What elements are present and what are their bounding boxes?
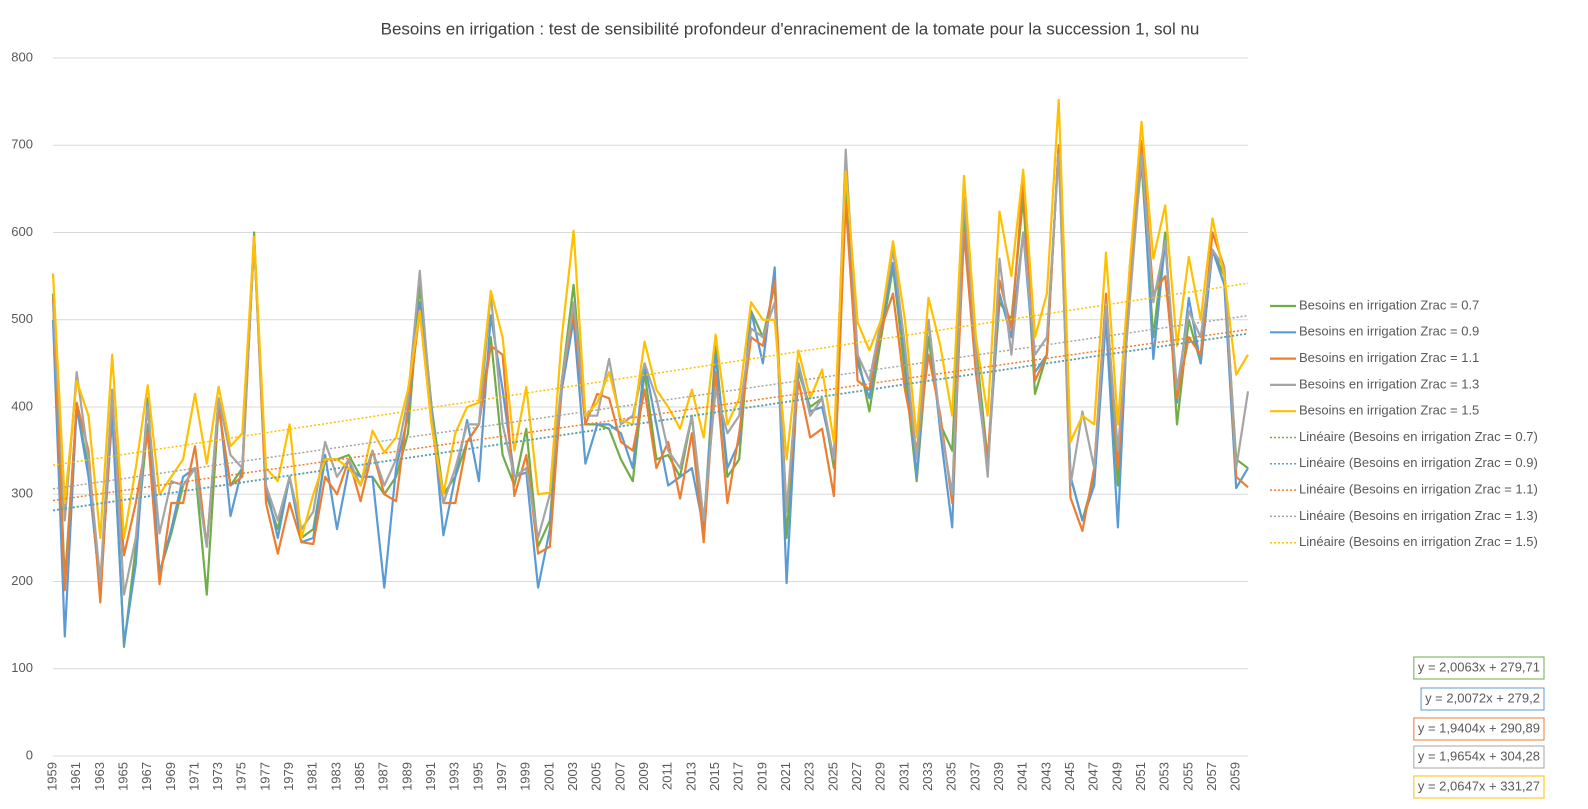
y-tick-label: 400 — [11, 398, 33, 413]
equation-box — [1413, 745, 1545, 769]
chart-title: Besoins en irrigation : test de sensibil… — [381, 19, 1200, 38]
legend-label: Besoins en irrigation Zrac = 1.5 — [1299, 403, 1479, 418]
x-tick-label: 2041 — [1015, 762, 1030, 791]
x-tick-label: 1993 — [447, 762, 462, 791]
x-tick-label: 2043 — [1038, 762, 1053, 791]
x-tick-label: 1971 — [186, 762, 201, 791]
x-tick-label: 1969 — [163, 762, 178, 791]
trendline-equation: y = 1,9404x + 290,89 — [1418, 720, 1540, 735]
x-tick-label: 1977 — [257, 762, 272, 791]
x-tick-label: 2057 — [1204, 762, 1219, 791]
x-tick-label: 2059 — [1228, 762, 1243, 791]
x-tick-label: 1979 — [281, 762, 296, 791]
y-tick-label: 700 — [11, 137, 33, 152]
trendline — [52, 328, 1249, 502]
equation-box — [1413, 656, 1545, 680]
trendline-equation: y = 1,9654x + 304,28 — [1418, 748, 1540, 763]
x-tick-label: 2027 — [849, 762, 864, 791]
x-tick-label: 2011 — [660, 762, 675, 790]
legend-label: Linéaire (Besoins en irrigation Zrac = 0… — [1299, 455, 1538, 470]
legend-label: Linéaire (Besoins en irrigation Zrac = 1… — [1299, 508, 1538, 523]
x-tick-label: 1987 — [376, 762, 391, 791]
x-tick-label: 1981 — [305, 762, 320, 791]
y-tick-label: 100 — [11, 660, 33, 675]
x-tick-label: 2001 — [541, 762, 556, 791]
y-tick-label: 300 — [11, 486, 33, 501]
x-tick-label: 2037 — [967, 762, 982, 791]
x-tick-label: 1961 — [68, 762, 83, 791]
equation-box — [1413, 775, 1545, 799]
trendline-equation: y = 2,0072x + 279,2 — [1425, 690, 1540, 705]
trendline — [52, 333, 1249, 512]
trendline — [52, 282, 1249, 466]
y-tick-label: 0 — [26, 747, 33, 762]
trendline — [52, 314, 1249, 490]
x-tick-label: 1985 — [352, 762, 367, 791]
x-tick-label: 2003 — [565, 762, 580, 791]
x-tick-label: 2019 — [754, 762, 769, 791]
series-line — [51, 98, 1249, 539]
x-tick-label: 1983 — [328, 762, 343, 791]
x-tick-label: 1975 — [234, 762, 249, 791]
x-tick-label: 1995 — [470, 762, 485, 791]
x-tick-label: 1965 — [115, 762, 130, 791]
equation-box — [1420, 687, 1545, 711]
y-tick-label: 800 — [11, 49, 33, 64]
x-tick-label: 2039 — [991, 762, 1006, 791]
y-tick-label: 200 — [11, 573, 33, 588]
x-tick-label: 1973 — [210, 762, 225, 791]
y-tick-label: 600 — [11, 224, 33, 239]
x-tick-label: 2035 — [944, 762, 959, 791]
legend-label: Besoins en irrigation Zrac = 0.9 — [1299, 324, 1479, 339]
equation-box — [1413, 717, 1545, 741]
x-tick-label: 1991 — [423, 762, 438, 791]
legend-label: Linéaire (Besoins en irrigation Zrac = 1… — [1299, 482, 1538, 497]
x-tick-label: 2053 — [1157, 762, 1172, 791]
x-tick-label: 2017 — [731, 762, 746, 791]
legend-label: Besoins en irrigation Zrac = 1.1 — [1299, 350, 1479, 365]
x-tick-label: 2047 — [1086, 762, 1101, 791]
legend-label: Besoins en irrigation Zrac = 0.7 — [1299, 297, 1479, 312]
x-tick-label: 2015 — [707, 762, 722, 791]
x-tick-label: 2013 — [683, 762, 698, 791]
trendline-equation: y = 2,0063x + 279,71 — [1418, 659, 1540, 674]
legend-label: Besoins en irrigation Zrac = 1.3 — [1299, 376, 1479, 391]
x-tick-label: 2009 — [636, 762, 651, 791]
x-tick-label: 2007 — [612, 762, 627, 791]
x-tick-label: 2031 — [896, 762, 911, 791]
x-tick-label: 1963 — [92, 762, 107, 791]
x-tick-label: 2005 — [589, 762, 604, 791]
x-tick-label: 2023 — [802, 762, 817, 791]
x-tick-label: 2029 — [873, 762, 888, 791]
x-tick-label: 1959 — [44, 762, 59, 791]
trendline-equation: y = 2,0647x + 331,27 — [1418, 778, 1540, 793]
x-tick-label: 1989 — [399, 762, 414, 791]
x-tick-label: 1999 — [518, 762, 533, 791]
x-tick-label: 2021 — [778, 762, 793, 791]
x-tick-label: 1997 — [494, 762, 509, 791]
legend-label: Linéaire (Besoins en irrigation Zrac = 1… — [1299, 534, 1538, 549]
x-tick-label: 2045 — [1062, 762, 1077, 791]
x-tick-label: 1967 — [139, 762, 154, 791]
x-tick-label: 2055 — [1180, 762, 1195, 791]
x-tick-label: 2033 — [920, 762, 935, 791]
x-tick-label: 2049 — [1109, 762, 1124, 791]
x-tick-label: 2025 — [825, 762, 840, 791]
legend-label: Linéaire (Besoins en irrigation Zrac = 0… — [1299, 429, 1538, 444]
y-tick-label: 500 — [11, 311, 33, 326]
x-tick-label: 2051 — [1133, 762, 1148, 791]
